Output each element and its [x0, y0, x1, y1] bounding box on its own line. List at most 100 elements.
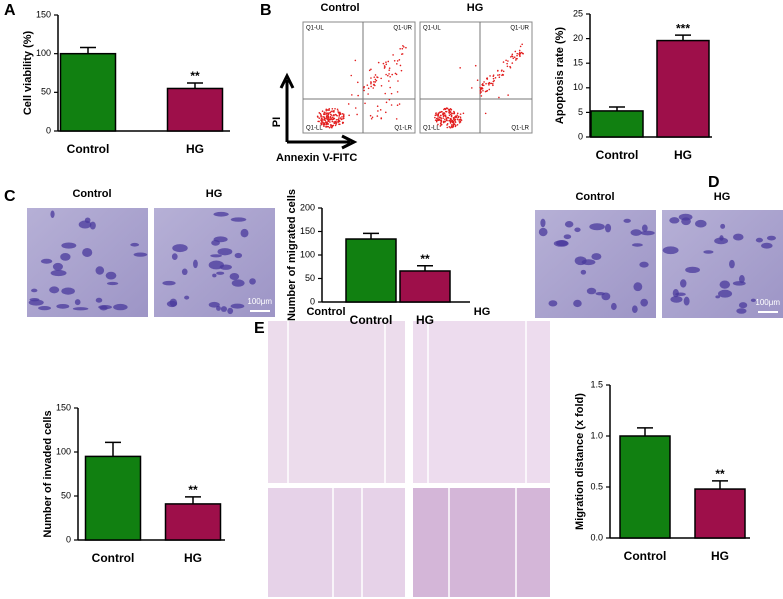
flow-event: [334, 124, 337, 127]
image-title: HG: [714, 191, 731, 203]
flow-event: [484, 112, 487, 115]
flow-event: [340, 118, 343, 121]
flow-event: [327, 123, 330, 125]
flow-event: [434, 116, 436, 119]
flow-event: [485, 82, 487, 85]
cell: [133, 252, 148, 257]
flow-event: [385, 101, 388, 104]
flow-event: [335, 118, 338, 121]
flow-event: [389, 75, 391, 78]
cell: [240, 228, 249, 238]
panel-label: B: [260, 2, 272, 19]
flow-event: [444, 115, 447, 118]
flow-event: [506, 62, 508, 65]
flow-event: [391, 73, 394, 76]
cell: [181, 268, 188, 276]
panel-label: D: [708, 174, 720, 191]
bar: [619, 435, 671, 539]
flow-event: [335, 121, 337, 124]
category-label: HG: [416, 313, 434, 327]
flow-event: [373, 80, 375, 83]
cell: [113, 303, 128, 311]
flow-event: [458, 118, 461, 121]
flow-event: [515, 59, 517, 61]
flow-event: [325, 122, 328, 125]
y-tick-label: 200: [300, 202, 315, 212]
bar: [656, 39, 710, 138]
flow-event: [327, 112, 330, 115]
flow-event: [388, 69, 391, 71]
cell: [633, 282, 643, 292]
flow-event: [479, 90, 482, 92]
cell: [755, 237, 763, 243]
flow-event: [519, 55, 521, 58]
cell: [234, 252, 243, 259]
flow-event: [435, 120, 438, 123]
cell: [52, 262, 63, 271]
flow-event: [323, 122, 326, 124]
cell: [591, 253, 602, 260]
flow-event: [457, 118, 459, 121]
flow-event: [442, 120, 445, 123]
y-tick-label: 0: [578, 131, 583, 141]
error-bar: [363, 232, 379, 240]
panel-label: E: [254, 320, 265, 337]
error-bar: [675, 34, 691, 41]
flow-event: [370, 82, 372, 85]
flow-event: [442, 121, 445, 124]
flow-event: [459, 113, 462, 115]
flow-event: [348, 114, 350, 117]
flow-event: [459, 67, 461, 69]
cell: [82, 247, 93, 257]
flow-event: [377, 110, 379, 112]
category-label: Control: [67, 142, 110, 156]
flow-event: [354, 59, 357, 62]
cell: [49, 286, 60, 294]
flow-event: [399, 47, 401, 50]
cell: [580, 269, 587, 275]
cell: [162, 280, 176, 286]
flow-event: [437, 113, 440, 116]
flow-event: [442, 115, 445, 118]
y-axis-label: Apoptosis rate (%): [554, 27, 566, 125]
flow-event: [454, 118, 457, 121]
scratch-edges: [287, 321, 527, 597]
flow-event: [326, 112, 329, 114]
flow-event: [454, 123, 456, 126]
flow-event: [481, 83, 484, 86]
cell: [548, 300, 558, 307]
flow-event: [366, 84, 369, 86]
flow-event: [380, 117, 383, 119]
bar: [59, 52, 117, 132]
flow-event: [385, 61, 387, 64]
flow-event: [445, 107, 448, 109]
cell: [72, 307, 89, 311]
flow-event: [322, 123, 325, 126]
flow-event: [363, 87, 365, 89]
y-tick-label: 1.5: [590, 379, 603, 389]
flow-event: [405, 46, 407, 49]
bar: [164, 503, 222, 541]
flow-event: [443, 112, 446, 115]
cell: [40, 258, 53, 264]
cell: [738, 302, 748, 309]
cell: [563, 234, 572, 240]
flow-event: [494, 76, 497, 79]
flow-event: [338, 119, 340, 122]
flow-event: [368, 69, 371, 72]
flow-event: [364, 102, 366, 105]
flow-event: [521, 43, 523, 46]
axis-label: PI: [271, 117, 283, 127]
flow-event: [482, 89, 484, 92]
flow-event: [451, 120, 453, 123]
flow-plot: [302, 21, 416, 134]
flow-event: [395, 73, 398, 76]
cell: [680, 279, 687, 288]
flow-event: [390, 92, 393, 95]
bar: [84, 455, 142, 541]
flow-event: [318, 120, 320, 123]
flow-event: [511, 55, 514, 58]
flow-event: [342, 117, 344, 120]
flow-event: [389, 86, 391, 89]
flow-event: [480, 91, 483, 93]
